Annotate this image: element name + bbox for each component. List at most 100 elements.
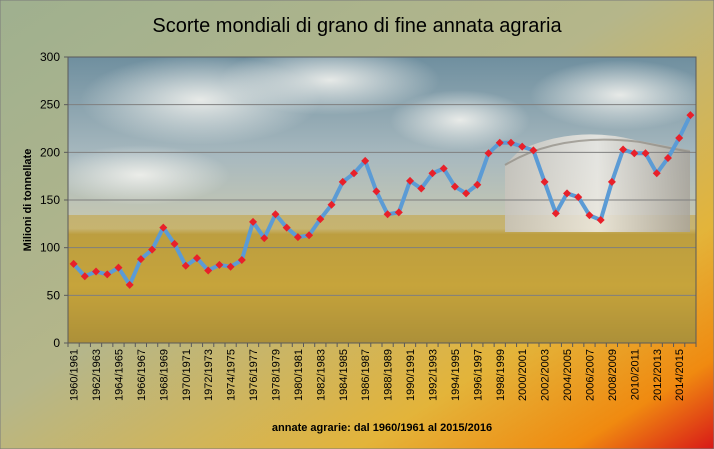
data-point [372, 187, 381, 196]
data-point [518, 142, 527, 151]
x-tick-label: 1968/1969 [158, 349, 170, 401]
x-tick-label: 1976/1977 [248, 349, 260, 401]
x-axis-label: annate agrarie: dal 1960/1961 al 2015/20… [272, 422, 492, 434]
data-point [192, 254, 201, 263]
data-point [540, 177, 549, 186]
data-point [249, 217, 258, 226]
data-point [529, 146, 538, 155]
y-tick-label: 200 [40, 145, 60, 159]
data-point [215, 260, 224, 269]
x-tick-label: 1970/1971 [181, 349, 193, 401]
data-point [686, 111, 695, 120]
plot-background-photo [68, 57, 696, 343]
x-tick-label: 1982/1983 [315, 349, 327, 401]
x-tick-label: 1972/1973 [203, 349, 215, 401]
data-point [69, 259, 78, 268]
chart-title: Scorte mondiali di grano di fine annata … [152, 15, 562, 37]
series-line [72, 114, 693, 287]
y-axis-ticks: 0 50 100 150 200 250 300 [40, 50, 68, 350]
data-point [159, 223, 168, 232]
data-point [383, 210, 392, 219]
data-point [630, 149, 639, 158]
data-point [675, 134, 684, 143]
data-point [80, 272, 89, 281]
y-tick-label: 150 [40, 193, 60, 207]
data-point [237, 256, 246, 265]
x-tick-label: 2014/2015 [674, 349, 686, 401]
x-tick-label: 1998/1999 [495, 349, 507, 401]
data-point [563, 189, 572, 198]
x-tick-label: 1974/1975 [226, 349, 238, 401]
data-point [596, 216, 605, 225]
x-tick-label: 1984/1985 [338, 349, 350, 401]
data-point [406, 176, 415, 185]
data-point [506, 138, 515, 147]
y-tick-label: 250 [40, 98, 60, 112]
data-point [260, 234, 269, 243]
y-axis-label: Milioni di tonnellate [22, 149, 34, 252]
y-tick-label: 50 [47, 288, 61, 302]
x-tick-label: 1988/1989 [383, 349, 395, 401]
data-point [607, 177, 616, 186]
data-point [349, 169, 358, 178]
data-point [450, 182, 459, 191]
x-tick-label: 1980/1981 [293, 349, 305, 401]
x-tick-label: 2002/2003 [540, 349, 552, 401]
x-tick-label: 2008/2009 [607, 349, 619, 401]
data-point [92, 267, 101, 276]
y-tick-label: 0 [53, 336, 60, 350]
data-point [204, 266, 213, 275]
data-point [663, 154, 672, 163]
x-axis-ticks: 1960/1961 1962/1963 1964/1965 1966/1967 1968… [67, 343, 697, 401]
data-point [148, 245, 157, 254]
data-point [293, 233, 302, 242]
data-point [551, 209, 560, 218]
data-point [170, 239, 179, 248]
data-point [282, 223, 291, 232]
data-point [125, 280, 134, 289]
data-point [574, 193, 583, 202]
y-tick-label: 100 [40, 241, 60, 255]
x-tick-label: 2006/2007 [584, 349, 596, 401]
data-point [462, 189, 471, 198]
data-point [619, 145, 628, 154]
data-point [417, 184, 426, 193]
data-point [361, 156, 370, 165]
data-point [316, 215, 325, 224]
y-tick-label: 300 [40, 50, 60, 64]
data-point [428, 169, 437, 178]
x-tick-label: 1986/1987 [360, 349, 372, 401]
x-tick-label: 2004/2005 [562, 349, 574, 401]
x-tick-label: 1994/1995 [450, 349, 462, 401]
data-point [439, 164, 448, 173]
x-tick-label: 1992/1993 [427, 349, 439, 401]
series-markers [69, 111, 695, 289]
data-point [338, 177, 347, 186]
data-point [327, 200, 336, 209]
x-tick-label: 1978/1979 [270, 349, 282, 401]
data-point [473, 180, 482, 189]
data-point [495, 138, 504, 147]
data-point [641, 149, 650, 158]
data-point [484, 149, 493, 158]
x-tick-label: 1996/1997 [472, 349, 484, 401]
x-tick-label: 1964/1965 [113, 349, 125, 401]
x-tick-label: 2000/2001 [517, 349, 529, 401]
x-tick-label: 1990/1991 [405, 349, 417, 401]
x-tick-label: 2010/2011 [629, 349, 641, 400]
x-tick-label: 2012/2013 [652, 349, 664, 401]
x-tick-label: 1966/1967 [136, 349, 148, 401]
x-tick-label: 1962/1963 [91, 349, 103, 401]
data-point [652, 169, 661, 178]
data-point [585, 211, 594, 220]
data-point [114, 263, 123, 272]
data-point [136, 255, 145, 264]
data-point [394, 208, 403, 217]
data-point [305, 231, 314, 240]
data-point [271, 210, 280, 219]
data-point [181, 261, 190, 270]
data-point [226, 262, 235, 271]
x-tick-label: 1960/1961 [69, 349, 81, 401]
